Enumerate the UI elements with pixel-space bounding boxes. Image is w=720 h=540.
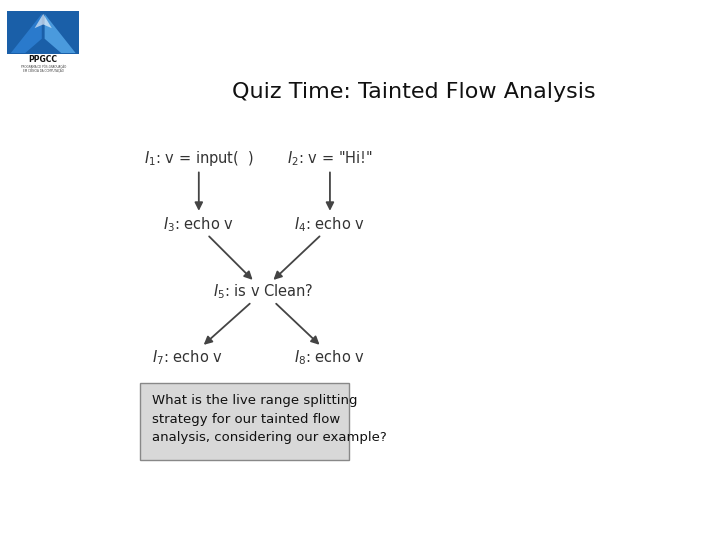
Text: $\mathit{I_4}$: echo v: $\mathit{I_4}$: echo v: [294, 215, 366, 234]
Text: $\mathit{I_3}$: echo v: $\mathit{I_3}$: echo v: [163, 215, 234, 234]
Polygon shape: [11, 14, 42, 53]
Text: Quiz Time: Tainted Flow Analysis: Quiz Time: Tainted Flow Analysis: [232, 82, 595, 102]
Polygon shape: [35, 14, 52, 28]
Text: $\mathit{I_8}$: echo v: $\mathit{I_8}$: echo v: [294, 349, 366, 367]
Bar: [7, 11, 79, 54]
Text: PROGRAMA DE PÓS-GRADUAÇÃO: PROGRAMA DE PÓS-GRADUAÇÃO: [21, 64, 66, 69]
Text: $\mathit{I_5}$: is v Clean?: $\mathit{I_5}$: is v Clean?: [212, 282, 313, 301]
Text: $\mathit{I_1}$: v = input(  ): $\mathit{I_1}$: v = input( ): [144, 149, 254, 168]
Polygon shape: [45, 14, 76, 53]
FancyBboxPatch shape: [140, 383, 349, 460]
Text: $\mathit{I_2}$: v = "Hi!": $\mathit{I_2}$: v = "Hi!": [287, 149, 373, 168]
Text: $\mathit{I_7}$: echo v: $\mathit{I_7}$: echo v: [152, 349, 223, 367]
Text: PPGCC: PPGCC: [29, 55, 58, 64]
Text: EM CIÊNCIA DA COMPUTAÇÃO: EM CIÊNCIA DA COMPUTAÇÃO: [23, 69, 63, 73]
Text: What is the live range splitting
strategy for our tainted flow
analysis, conside: What is the live range splitting strateg…: [152, 394, 387, 444]
